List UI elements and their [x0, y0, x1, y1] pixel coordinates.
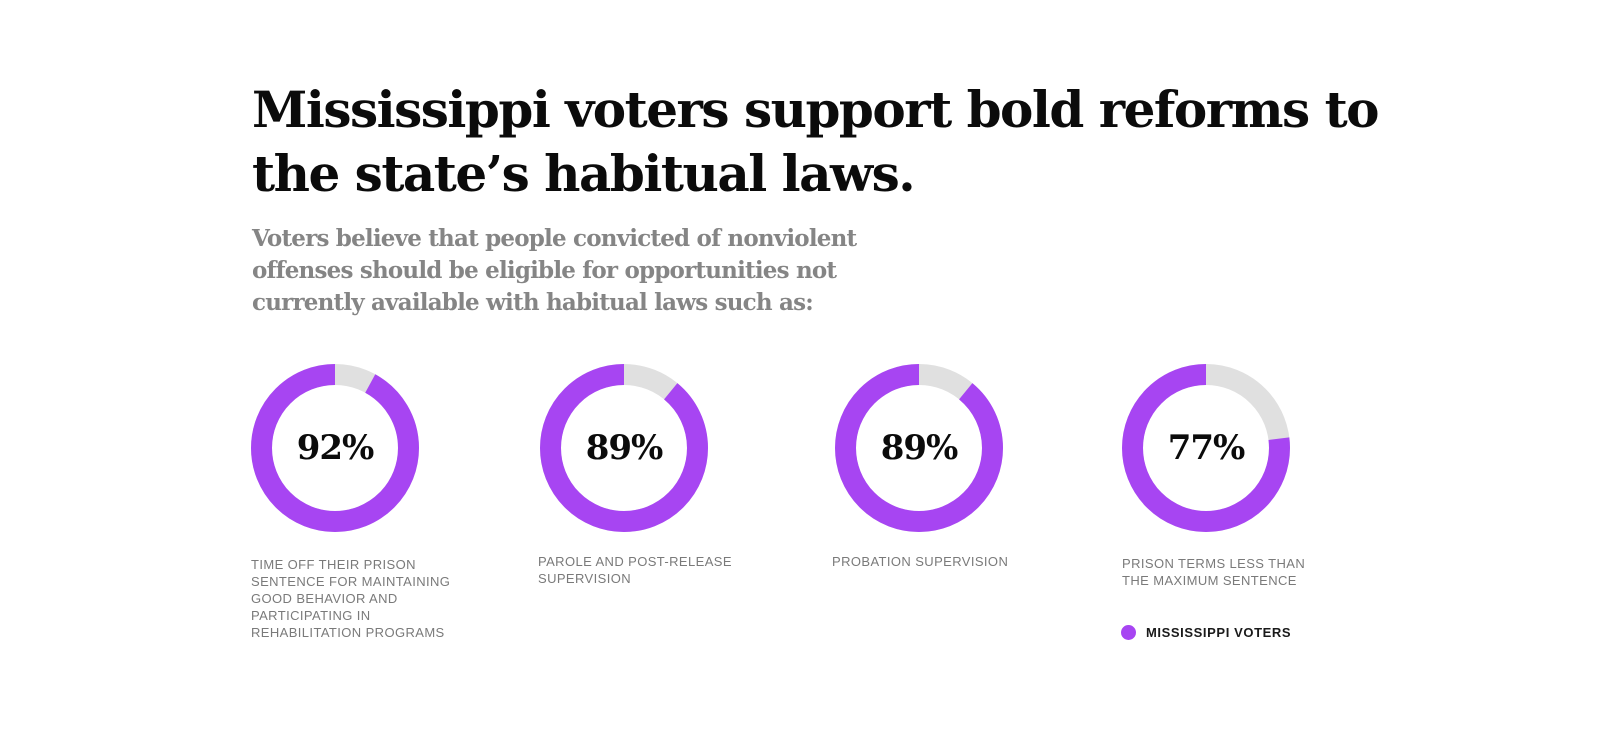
donut-percent: 77%	[1167, 428, 1246, 468]
donut-label: Time off their prison sentence for maint…	[251, 557, 451, 640]
donut-label: Prison terms less than the maximum sente…	[1122, 556, 1306, 588]
donut-ring	[1122, 364, 1290, 532]
donut-ring	[251, 364, 419, 532]
donut-percent: 89%	[880, 428, 959, 468]
donut-label: Parole and post-release supervision	[538, 554, 732, 586]
chart-title: Mississippi voters support bold reforms …	[252, 80, 1380, 203]
legend-dot-icon	[1121, 625, 1136, 640]
chart-legend: MISSISSIPPI VOTERS	[1121, 625, 1291, 640]
donut-percent: 92%	[296, 428, 375, 468]
donut-label: Probation supervision	[832, 554, 1009, 569]
donut-ring	[835, 364, 1003, 532]
chart-subtitle: Voters believe that people convicted of …	[252, 225, 857, 316]
donut-ring	[540, 364, 708, 532]
legend-label: MISSISSIPPI VOTERS	[1146, 625, 1292, 640]
donut-percent: 89%	[585, 428, 664, 468]
